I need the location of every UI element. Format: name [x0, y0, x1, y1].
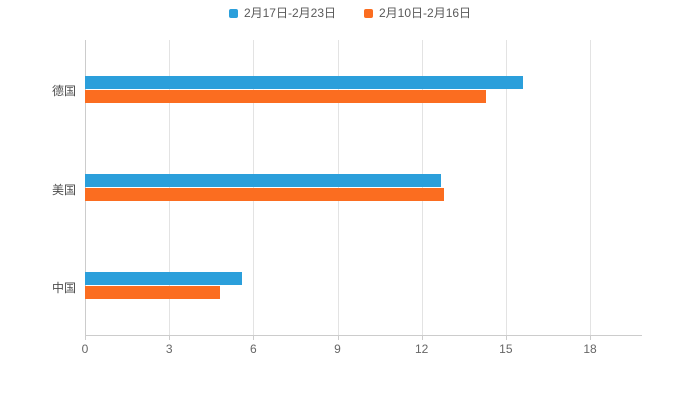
gridline-x-9 — [337, 40, 339, 335]
bar-德国-series-0 — [85, 75, 523, 89]
x-tick-mark-6 — [253, 336, 255, 340]
x-tick-mark-15 — [505, 336, 507, 340]
category-label-德国: 德国 — [51, 84, 76, 99]
gridline-x-6 — [253, 40, 255, 335]
category-label-美国: 美国 — [51, 182, 76, 197]
gridline-x-3 — [169, 40, 171, 335]
gridline-x-18 — [590, 40, 591, 335]
legend-item-week1[interactable]: 2月10日-2月16日 — [364, 6, 471, 20]
x-tick-mark-0 — [85, 336, 86, 340]
bar-中国-series-1 — [85, 286, 220, 300]
gridline-x-15 — [505, 40, 507, 335]
x-tick-mark-12 — [421, 336, 423, 340]
x-tick-label-0: 0 — [81, 342, 89, 356]
x-axis-line — [85, 335, 642, 336]
bar-德国-series-1 — [85, 89, 487, 103]
legend-label: 2月17日-2月23日 — [243, 6, 336, 20]
x-tick-label-18: 18 — [583, 342, 597, 356]
plot-area — [85, 40, 591, 335]
x-tick-label-15: 15 — [499, 342, 513, 356]
x-tick-label-9: 9 — [334, 342, 341, 356]
x-tick-label-12: 12 — [414, 342, 429, 356]
x-tick-mark-18 — [590, 336, 591, 340]
legend-item-week2[interactable]: 2月17日-2月23日 — [228, 6, 336, 20]
x-tick-mark-9 — [337, 336, 339, 340]
legend-label: 2月10日-2月16日 — [379, 6, 472, 20]
bar-中国-series-0 — [85, 272, 243, 286]
chart-legend: 2月17日-2月23日 2月10日-2月16日 — [0, 6, 700, 20]
legend-marker-orange-icon — [364, 8, 373, 18]
category-label-中国: 中国 — [51, 280, 76, 295]
x-tick-mark-3 — [169, 336, 171, 340]
gridline-x-0 — [85, 40, 86, 335]
legend-marker-blue-icon — [228, 8, 238, 18]
x-tick-label-3: 3 — [165, 342, 173, 356]
bar-美国-series-1 — [85, 188, 445, 201]
bar-美国-series-0 — [85, 174, 442, 187]
gridline-x-12 — [421, 40, 423, 335]
x-tick-label-6: 6 — [249, 342, 257, 356]
